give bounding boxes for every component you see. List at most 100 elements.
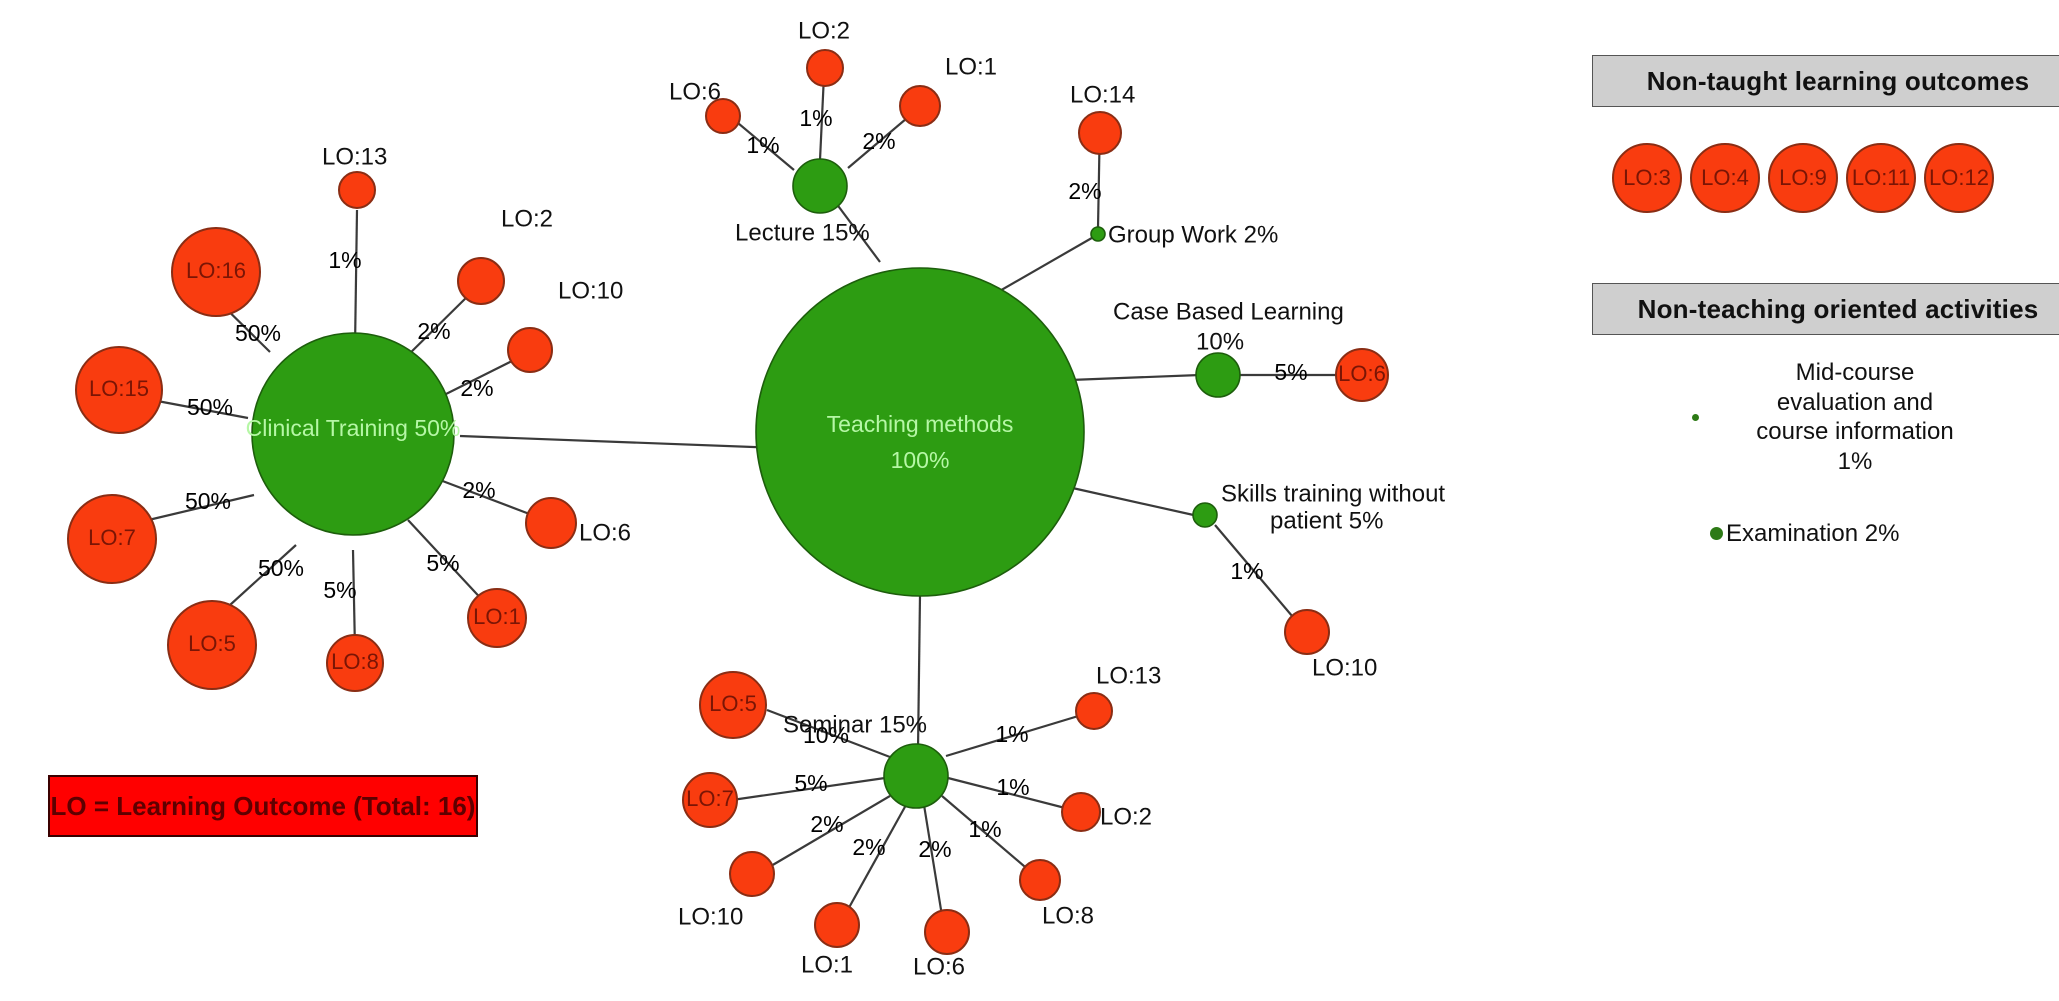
teaching-methods-circle[interactable] xyxy=(755,267,1085,597)
non-taught-chip-row: LO:3 LO:4 LO:9 LO:11 LO:12 xyxy=(1612,143,1994,213)
node-skills-lo10[interactable] xyxy=(1284,609,1330,655)
node-groupwork-lo14[interactable] xyxy=(1078,111,1122,155)
edge-clinical-lo8 xyxy=(351,549,357,651)
label-seminar-lo5: LO:5 xyxy=(709,691,757,716)
seminar-circle[interactable] xyxy=(883,743,949,809)
node-lecture-lo2[interactable] xyxy=(806,49,844,87)
node-clinical-lo13[interactable] xyxy=(338,171,376,209)
edge-label-clinical-lo8: 5% xyxy=(323,577,356,603)
edge-label-seminar-lo13: 1% xyxy=(995,721,1028,747)
non-taught-chip-lo3[interactable]: LO:3 xyxy=(1612,143,1682,213)
edge-lecture-lo6 xyxy=(731,117,795,171)
edge-label-clinical-lo5: 50% xyxy=(258,555,304,581)
teaching-methods-label-line2: 100% xyxy=(891,447,950,473)
label-clinical-lo13: LO:13 xyxy=(322,143,387,170)
non-taught-chip-lo4[interactable]: LO:4 xyxy=(1690,143,1760,213)
node-clinical-lo10[interactable] xyxy=(507,327,553,373)
node-clinical-lo1[interactable] xyxy=(467,588,527,648)
node-seminar-lo10[interactable] xyxy=(729,851,775,897)
edge-label-skills-lo10: 1% xyxy=(1230,558,1263,584)
case-based-circle[interactable] xyxy=(1195,352,1241,398)
label-lecture-lo1: LO:1 xyxy=(945,53,997,80)
non-taught-chip-lo12[interactable]: LO:12 xyxy=(1924,143,1994,213)
edge-seminar-lo2 xyxy=(947,776,1074,812)
cluster-lecture: Lecture 15% LO:6 LO:2 LO:1 xyxy=(669,17,997,246)
node-seminar-lo2[interactable] xyxy=(1061,792,1101,832)
node-seminar-lo7[interactable] xyxy=(682,772,738,828)
non-teaching-title: Non-teaching oriented activities xyxy=(1637,293,2039,324)
activity-midcourse-line1: Mid-course xyxy=(1795,359,1915,386)
activity-midcourse-line4: 1% xyxy=(1837,447,1873,475)
node-clinical-lo16[interactable] xyxy=(171,227,261,317)
teaching-methods-label-line1: Teaching methods xyxy=(827,411,1014,437)
node-seminar-lo8[interactable] xyxy=(1019,859,1061,901)
edge-seminar-lo6 xyxy=(922,804,945,923)
label-clinical-lo7: LO:7 xyxy=(88,525,136,550)
edge-clinical-lo7 xyxy=(139,493,255,524)
edge-label-seminar-lo2: 1% xyxy=(996,774,1029,800)
node-clinical-lo2[interactable] xyxy=(457,257,505,305)
edge-label-seminar-lo1: 2% xyxy=(852,834,885,860)
label-seminar-lo13: LO:13 xyxy=(1096,662,1161,689)
label-lecture-lo2: LO:2 xyxy=(798,17,850,44)
edge-clinical-lo13 xyxy=(353,209,359,349)
node-lecture-lo1[interactable] xyxy=(899,85,941,127)
node-clinical-lo15[interactable] xyxy=(75,346,163,434)
edge-root-clinical xyxy=(459,434,781,450)
edge-label-casebased-lo6: 5% xyxy=(1274,359,1307,385)
edge-root-skills xyxy=(1067,485,1199,518)
edge-label-seminar-lo5: 10% xyxy=(803,722,849,748)
lo-key-text: LO = Learning Outcome (Total: 16) xyxy=(50,790,476,821)
cluster-case-based-learning: Case Based Learning 10% LO:6 xyxy=(1113,298,1389,402)
node-clinical-lo5[interactable] xyxy=(167,600,257,690)
activity-midcourse-evaluation[interactable]: Mid-course evaluation and course informa… xyxy=(1692,358,2052,476)
edge-label-lecture-lo6: 1% xyxy=(746,132,779,158)
cluster-clinical-training: Clinical Training 50% LO:16 LO:15 LO:7 L… xyxy=(67,143,631,692)
node-clinical-lo6[interactable] xyxy=(525,497,577,549)
edge-label-clinical-lo13: 1% xyxy=(328,247,361,273)
edge-root-seminar xyxy=(916,594,922,751)
node-lecture-lo6[interactable] xyxy=(705,98,741,134)
edge-clinical-lo10 xyxy=(433,355,523,401)
edge-label-clinical-lo10: 2% xyxy=(460,375,493,401)
non-taught-chip-lo9[interactable]: LO:9 xyxy=(1768,143,1838,213)
lo-key-panel: LO = Learning Outcome (Total: 16) xyxy=(48,775,478,837)
edge-label-clinical-lo1: 5% xyxy=(426,550,459,576)
node-teaching-methods[interactable]: Teaching methods 100% xyxy=(755,267,1085,597)
edge-label-seminar-lo10: 2% xyxy=(810,811,843,837)
node-seminar-lo5[interactable] xyxy=(699,671,767,739)
node-casebased-lo6[interactable] xyxy=(1335,348,1389,402)
non-taught-learning-outcomes-panel: Non-taught learning outcomes xyxy=(1592,55,2059,107)
edge-label-lecture-lo1: 2% xyxy=(862,128,895,154)
skills-training-circle[interactable] xyxy=(1192,502,1218,528)
label-casebased-lo6: LO:6 xyxy=(1338,361,1386,386)
cluster-group-work: Group Work 2% LO:14 xyxy=(1070,81,1278,248)
group-work-label: Group Work 2% xyxy=(1108,221,1278,248)
node-seminar-lo6[interactable] xyxy=(924,909,970,955)
edge-seminar-lo8 xyxy=(941,795,1032,873)
edge-label-seminar-lo8: 1% xyxy=(968,816,1001,842)
activity-examination[interactable]: Examination 2% xyxy=(1710,519,1899,549)
edge-lecture-lo1 xyxy=(847,112,914,169)
edge-root-groupwork xyxy=(983,234,1098,301)
label-clinical-lo8: LO:8 xyxy=(331,649,379,674)
edge-skills-lo10 xyxy=(1214,524,1299,624)
edge-root-casebased xyxy=(1069,373,1201,382)
lecture-circle[interactable] xyxy=(792,158,848,214)
non-taught-chip-lo11[interactable]: LO:11 xyxy=(1846,143,1916,213)
activity-midcourse-dot xyxy=(1692,413,1699,421)
label-clinical-lo16: LO:16 xyxy=(186,258,246,283)
node-seminar-lo1[interactable] xyxy=(814,902,860,948)
label-clinical-lo5: LO:5 xyxy=(188,631,236,656)
edge-label-clinical-lo2: 2% xyxy=(417,318,450,344)
node-seminar-lo13[interactable] xyxy=(1075,692,1113,730)
clinical-training-circle[interactable] xyxy=(251,332,455,536)
activity-midcourse-line2: evaluation and xyxy=(1776,388,1934,416)
node-clinical-lo7[interactable] xyxy=(67,494,157,584)
node-clinical-lo8[interactable] xyxy=(326,634,384,692)
edge-clinical-lo6 xyxy=(431,475,541,520)
group-work-circle[interactable] xyxy=(1090,226,1106,242)
non-taught-title: Non-taught learning outcomes xyxy=(1646,65,2030,96)
